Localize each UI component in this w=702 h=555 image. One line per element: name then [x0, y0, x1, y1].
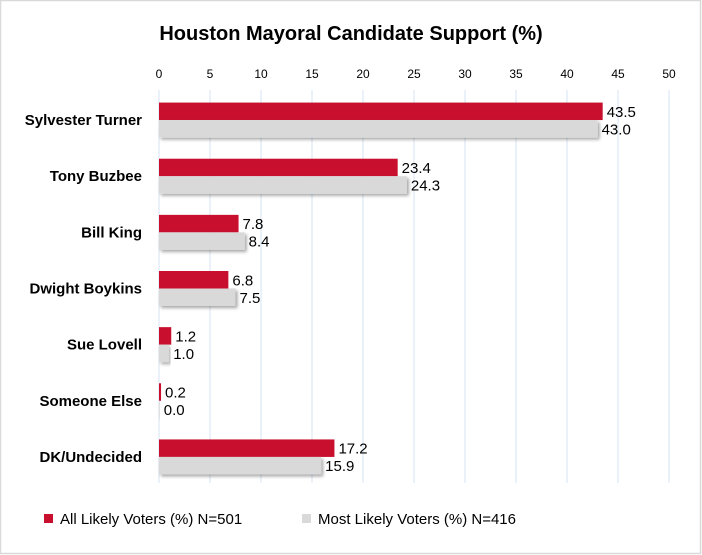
data-label: 23.4: [402, 160, 431, 177]
bar-most-likely: [159, 288, 236, 306]
category-label: Sue Lovell: [67, 337, 142, 354]
data-label: 1.0: [173, 346, 194, 363]
legend: All Likely Voters (%) N=501 Most Likely V…: [44, 511, 516, 528]
legend-label: All Likely Voters (%) N=501: [60, 511, 242, 528]
category-label: Sylvester Turner: [25, 112, 142, 129]
bar-most-likely: [159, 232, 245, 250]
x-tick-label: 35: [509, 67, 523, 81]
bar-most-likely: [159, 456, 322, 475]
data-label: 0.0: [164, 402, 185, 419]
legend-swatch: [302, 514, 311, 523]
data-label: 43.5: [607, 104, 636, 121]
x-tick-label: 10: [254, 67, 268, 81]
bar-most-likely: [159, 400, 160, 419]
x-tick-label: 50: [662, 67, 676, 81]
category-label: Tony Buzbee: [50, 168, 142, 185]
data-label: 0.2: [165, 385, 186, 402]
x-tick-label: 30: [458, 67, 472, 81]
chart-title: Houston Mayoral Candidate Support (%): [159, 23, 542, 45]
x-tick-label: 40: [560, 67, 574, 81]
data-label: 6.8: [232, 272, 253, 289]
bar-most-likely: [159, 176, 407, 194]
bar-all-likely: [159, 439, 335, 457]
bar-most-likely: [159, 344, 170, 363]
x-tick-label: 25: [407, 67, 421, 81]
category-label: Bill King: [81, 224, 142, 241]
data-label: 15.9: [325, 458, 354, 475]
category-label: Someone Else: [39, 393, 142, 410]
bar-most-likely: [159, 120, 598, 138]
data-label: 17.2: [338, 441, 367, 458]
bar-all-likely: [159, 271, 229, 289]
x-tick-label: 45: [611, 67, 625, 81]
data-label: 8.4: [249, 234, 270, 251]
legend-label: Most Likely Voters (%) N=416: [318, 511, 516, 528]
x-tick-label: 20: [356, 67, 370, 81]
category-label: DK/Undecided: [39, 449, 142, 466]
x-axis-ticks: 0 5 10 15 20 25 30 35 40 45 50: [156, 67, 676, 81]
x-tick-label: 15: [305, 67, 319, 81]
bar-all-likely: [159, 214, 239, 233]
x-tick-label: 0: [156, 67, 163, 81]
data-label: 7.5: [240, 290, 261, 307]
bar-all-likely: [159, 158, 398, 177]
x-tick-label: 5: [207, 67, 214, 81]
legend-swatch: [44, 514, 53, 523]
bar-all-likely: [159, 383, 162, 401]
bar-all-likely: [159, 102, 603, 121]
bar-all-likely: [159, 327, 172, 345]
category-labels: Sylvester Turner Tony Buzbee Bill King Dwig…: [25, 112, 142, 466]
data-label: 43.0: [602, 121, 631, 138]
data-label: 24.3: [411, 177, 440, 194]
data-label: 7.8: [243, 216, 264, 233]
data-label: 1.2: [175, 328, 196, 345]
category-label: Dwight Boykins: [29, 281, 142, 298]
bars: 43.543.0 23.424.3 7.88.4 6.87.5 1.21.0 0.20.0…: [159, 102, 636, 475]
